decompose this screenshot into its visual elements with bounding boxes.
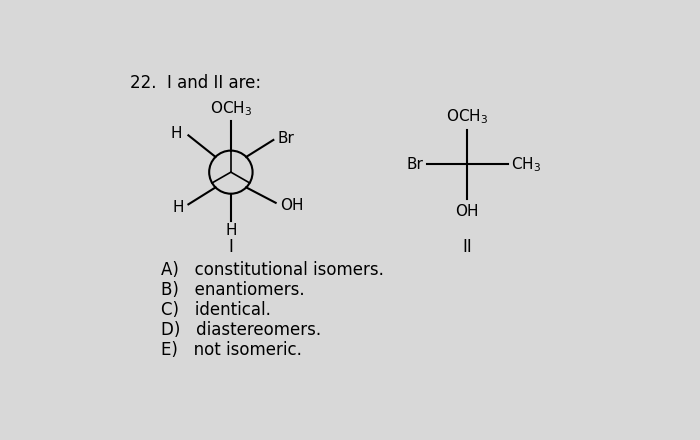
Text: A)   constitutional isomers.: A) constitutional isomers. xyxy=(161,260,384,279)
Text: Br: Br xyxy=(406,157,423,172)
Text: D)   diastereomers.: D) diastereomers. xyxy=(161,321,321,339)
Text: C)   identical.: C) identical. xyxy=(161,301,271,319)
Text: OH: OH xyxy=(456,205,479,220)
Text: 22.  I and II are:: 22. I and II are: xyxy=(130,74,261,92)
Text: II: II xyxy=(463,238,472,256)
Text: OH: OH xyxy=(280,198,304,213)
Text: CH$_3$: CH$_3$ xyxy=(512,155,542,174)
Text: B)   enantiomers.: B) enantiomers. xyxy=(161,281,304,299)
Text: H: H xyxy=(225,223,237,238)
Text: OCH$_3$: OCH$_3$ xyxy=(446,107,489,126)
Text: OCH$_3$: OCH$_3$ xyxy=(210,99,252,118)
Text: I: I xyxy=(228,238,233,256)
Text: E)   not isomeric.: E) not isomeric. xyxy=(161,341,302,359)
Text: H: H xyxy=(172,200,184,215)
Text: H: H xyxy=(171,125,182,140)
Text: Br: Br xyxy=(278,131,295,146)
